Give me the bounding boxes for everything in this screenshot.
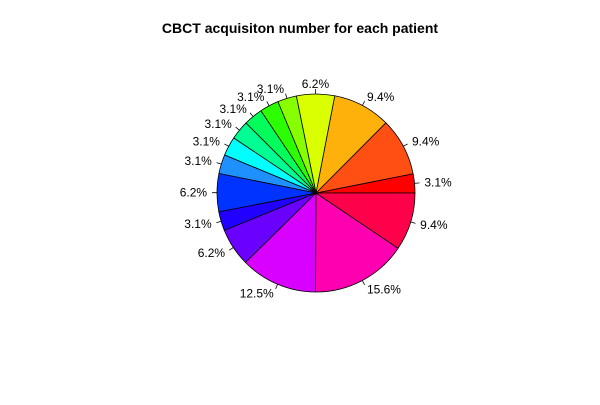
pie-label-8: 3.1% [193, 135, 221, 149]
pie-label-tick-5 [267, 101, 269, 105]
pie-label-tick-15 [411, 222, 416, 223]
pie-label-tick-13 [276, 284, 278, 289]
pie-label-1: 9.4% [412, 135, 440, 149]
pie-label-tick-4 [286, 94, 287, 99]
pie-label-9: 3.1% [184, 154, 212, 168]
pie-label-tick-1 [403, 144, 407, 146]
pie-label-tick-14 [362, 281, 364, 285]
pie-label-tick-2 [362, 101, 364, 105]
pie-label-tick-11 [216, 221, 221, 222]
pie-label-tick-7 [236, 127, 240, 130]
pie-slices [217, 94, 415, 292]
pie-label-3: 6.2% [302, 77, 330, 91]
pie-label-15: 9.4% [420, 218, 448, 232]
pie-label-tick-9 [217, 163, 222, 164]
pie-label-0: 3.1% [424, 175, 452, 189]
pie-label-11: 3.1% [184, 217, 212, 231]
pie-label-6: 3.1% [219, 102, 247, 116]
pie-label-7: 3.1% [204, 117, 232, 131]
pie-label-12: 6.2% [198, 246, 226, 260]
pie-label-10: 6.2% [180, 186, 208, 200]
pie-label-13: 12.5% [240, 286, 274, 300]
chart-title: CBCT acquisiton number for each patient [0, 20, 600, 36]
pie-label-tick-6 [250, 113, 253, 117]
pie-label-2: 9.4% [367, 90, 395, 104]
pie-label-tick-8 [224, 144, 228, 146]
pie-label-14: 15.6% [367, 282, 401, 296]
pie-label-tick-12 [229, 248, 233, 251]
